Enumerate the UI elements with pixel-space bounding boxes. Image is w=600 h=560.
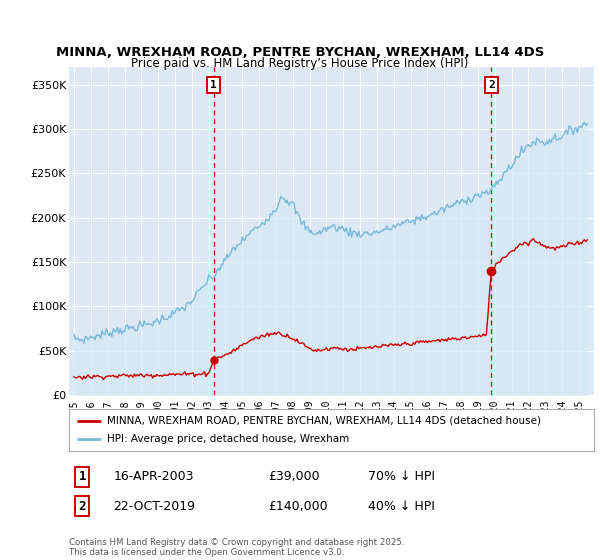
Text: 70% ↓ HPI: 70% ↓ HPI [368,470,435,483]
Text: 2: 2 [79,500,86,513]
Text: £39,000: £39,000 [269,470,320,483]
Text: Contains HM Land Registry data © Crown copyright and database right 2025.
This d: Contains HM Land Registry data © Crown c… [69,538,404,557]
Text: £140,000: £140,000 [269,500,328,513]
Text: 40% ↓ HPI: 40% ↓ HPI [368,500,435,513]
Text: MINNA, WREXHAM ROAD, PENTRE BYCHAN, WREXHAM, LL14 4DS (detached house): MINNA, WREXHAM ROAD, PENTRE BYCHAN, WREX… [107,416,541,426]
Text: 2: 2 [488,80,495,90]
Text: 16-APR-2003: 16-APR-2003 [113,470,194,483]
Text: MINNA, WREXHAM ROAD, PENTRE BYCHAN, WREXHAM, LL14 4DS: MINNA, WREXHAM ROAD, PENTRE BYCHAN, WREX… [56,46,544,59]
Text: HPI: Average price, detached house, Wrexham: HPI: Average price, detached house, Wrex… [107,434,349,444]
Text: Price paid vs. HM Land Registry’s House Price Index (HPI): Price paid vs. HM Land Registry’s House … [131,57,469,70]
Text: 1: 1 [210,80,217,90]
Text: 1: 1 [79,470,86,483]
Text: 22-OCT-2019: 22-OCT-2019 [113,500,196,513]
